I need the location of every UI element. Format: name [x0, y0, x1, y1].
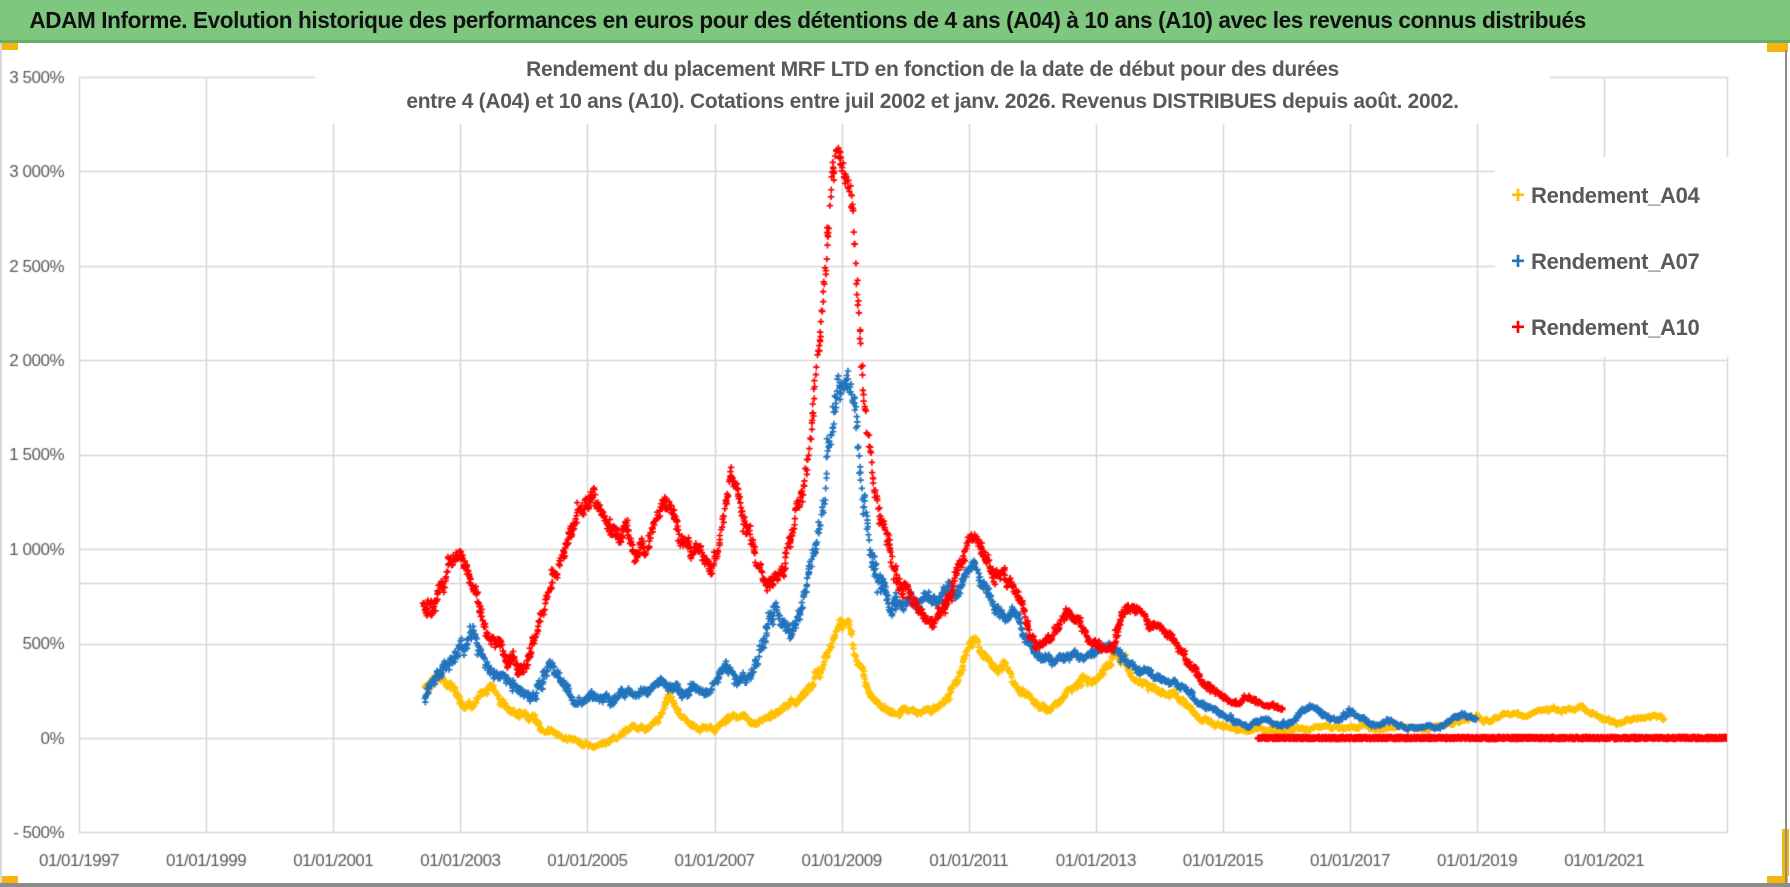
legend-item-a07: + Rendement_A07 — [1495, 229, 1787, 295]
plus-marker-icon: + — [1510, 314, 1525, 341]
legend-item-a04: + Rendement_A04 — [1495, 163, 1787, 229]
corner-accent-bottom-right-h — [1767, 876, 1788, 884]
chart-title-line2: entre 4 (A04) et 10 ans (A10). Cotations… — [406, 90, 1459, 113]
plus-marker-icon: + — [1510, 182, 1525, 209]
legend-label: Rendement_A07 — [1531, 249, 1700, 274]
plus-marker-icon: + — [1510, 248, 1525, 275]
chart-title-line1: Rendement du placement MRF LTD en foncti… — [526, 58, 1339, 81]
legend-label: Rendement_A04 — [1531, 183, 1700, 208]
legend-item-a10: + Rendement_A10 — [1495, 295, 1787, 361]
chart-title: Rendement du placement MRF LTD en foncti… — [315, 54, 1550, 124]
corner-accent-bottom-left — [2, 876, 18, 884]
corner-accent-top-right — [1767, 43, 1788, 52]
frame-border-right — [1785, 50, 1787, 883]
frame-border-left — [0, 43, 2, 883]
legend-label: Rendement_A10 — [1531, 315, 1700, 340]
corner-accent-top-left — [0, 43, 18, 50]
chart-legend: + Rendement_A04 + Rendement_A07 + Rendement_A… — [1495, 157, 1787, 357]
frame-border-bottom — [0, 883, 1790, 887]
